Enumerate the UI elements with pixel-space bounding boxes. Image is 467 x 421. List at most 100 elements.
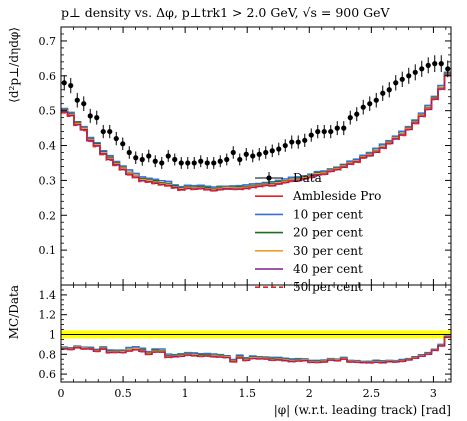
chart-title: p⊥ density vs. Δφ, p⊥trk1 > 2.0 GeV, √s … — [61, 5, 391, 20]
data-point — [412, 69, 418, 75]
data-point — [81, 101, 87, 107]
x-tick-label: 3 — [430, 387, 437, 400]
data-point — [139, 156, 145, 163]
ratio-y-tick-label: 0.8 — [39, 348, 57, 361]
data-point — [256, 151, 262, 157]
data-point — [152, 158, 158, 164]
ratio-y-tick-label: 1 — [49, 328, 56, 341]
data-point — [438, 61, 444, 67]
legend-label-data: Data — [293, 171, 322, 185]
y-tick-label: 0.3 — [39, 174, 57, 187]
data-point — [191, 160, 197, 166]
legend: Data Ambleside Pro 10 per cent 20 per cent 3… — [255, 171, 381, 294]
data-point — [250, 153, 256, 159]
legend-label-10-per-cent: 10 per cent — [293, 207, 363, 221]
x-tick-label: 1.5 — [238, 387, 256, 400]
y-tick-label: 0.7 — [39, 35, 57, 48]
data-point — [87, 113, 93, 119]
data-point — [432, 61, 438, 67]
data-point — [276, 146, 282, 152]
data-point — [282, 142, 288, 149]
data-point — [146, 153, 152, 159]
data-point — [224, 156, 230, 163]
legend-marker-data — [266, 175, 272, 181]
data-point — [107, 128, 113, 135]
data-point — [178, 160, 184, 166]
data-point — [334, 125, 340, 131]
x-tick-label: 0 — [58, 387, 65, 400]
data-point — [445, 66, 451, 72]
data-point — [393, 80, 399, 86]
title-text: p⊥ density vs. Δφ, p⊥trk1 > 2.0 GeV, √s … — [61, 5, 391, 20]
data-point — [74, 97, 80, 103]
y-tick-label: 0.2 — [39, 209, 57, 222]
ratio-plot: 0 0.5 1 1.5 2 2.5 3 0.6 0.8 1 1.2 1.4 MC/Data |φ| (w.… — [7, 284, 452, 417]
data-point — [321, 128, 327, 135]
ratio-y-tick-label: 1.4 — [39, 289, 57, 302]
ratio-y-tick-label: 1.2 — [39, 309, 57, 322]
data-point — [295, 139, 301, 145]
y-tick-label: 0.5 — [39, 105, 57, 118]
data-point — [159, 160, 165, 166]
data-point — [68, 82, 74, 89]
ratio-frame — [60, 284, 452, 383]
legend-label-ambleside-pro: Ambleside Pro — [292, 189, 381, 203]
data-point — [185, 160, 191, 166]
main-frame — [60, 26, 452, 286]
legend-label-50-per-cent: 50 per cent — [293, 280, 363, 294]
data-point — [367, 101, 373, 107]
series-line-30-per-cent — [61, 73, 451, 191]
data-point — [315, 128, 321, 135]
x-axis-label: |φ| (w.r.t. leading track) [rad] — [274, 403, 451, 417]
data-point — [198, 158, 204, 164]
data-point — [120, 141, 126, 147]
data-point — [263, 149, 269, 156]
data-point — [94, 115, 100, 121]
ratio-y-axis-label: MC/Data — [7, 285, 21, 339]
data-point — [289, 139, 295, 145]
data-point — [133, 155, 139, 161]
data-point — [406, 73, 412, 79]
legend-label-20-per-cent: 20 per cent — [293, 226, 363, 240]
data-point — [308, 132, 314, 138]
data-point — [360, 104, 366, 110]
legend-label-30-per-cent: 30 per cent — [293, 244, 363, 258]
series-line-20-per-cent — [61, 72, 451, 190]
data-point — [217, 158, 223, 164]
data-point — [113, 135, 119, 142]
series-line-ambleside-pro — [61, 73, 451, 191]
data-point — [347, 115, 353, 121]
data-point — [204, 160, 210, 166]
y-tick-label: 0.6 — [39, 70, 57, 83]
data-point — [341, 125, 347, 131]
x-tick-label: 2 — [306, 387, 313, 400]
legend-label-40-per-cent: 40 per cent — [293, 262, 363, 276]
data-point — [269, 148, 275, 154]
y-tick-label: 0.4 — [39, 140, 57, 153]
data-point — [399, 76, 405, 82]
data-point — [172, 156, 178, 163]
data-point — [165, 153, 171, 159]
y-tick-label: 0.1 — [39, 244, 57, 257]
data-point — [419, 66, 425, 72]
data-point — [61, 80, 67, 86]
data-point — [100, 128, 106, 135]
ratio-line-50-per-cent — [61, 336, 451, 364]
x-tick-label: 2.5 — [363, 387, 381, 400]
x-tick-label: 0.5 — [114, 387, 132, 400]
main-plot: 0.1 0.2 0.3 0.4 0.5 0.6 0.7 ⟨d²p⊥/dηdφ⟩ — [7, 26, 452, 286]
series-line-50-per-cent — [61, 74, 451, 192]
data-point — [425, 62, 431, 68]
data-point — [373, 97, 379, 103]
y-axis-label: ⟨d²p⊥/dηdφ⟩ — [7, 27, 21, 103]
data-point — [211, 160, 217, 166]
data-point — [354, 111, 360, 117]
data-point — [243, 151, 249, 157]
data-point — [380, 90, 386, 96]
series-line-40-per-cent — [61, 74, 451, 192]
data-point — [328, 128, 334, 135]
data-point — [126, 149, 132, 156]
x-tick-label: 1 — [182, 387, 189, 400]
data-point — [302, 137, 308, 143]
